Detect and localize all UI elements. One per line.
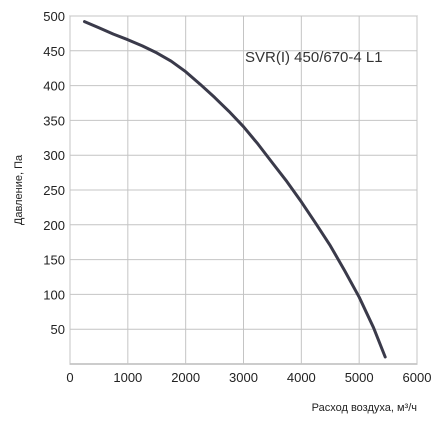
y-tick-label: 450: [43, 44, 65, 59]
series-group: [83, 20, 387, 359]
y-tick-label: 50: [51, 322, 65, 337]
x-tick-label: 3000: [229, 370, 258, 385]
y-tick-label: 300: [43, 148, 65, 163]
y-tick-label: 400: [43, 79, 65, 94]
gridlines: [69, 15, 418, 364]
x-tick-label: 4000: [287, 370, 316, 385]
y-tick-label: 500: [43, 9, 65, 24]
x-tick-label: 1000: [113, 370, 142, 385]
x-tick-label: 0: [66, 370, 73, 385]
x-tick-label: 2000: [171, 370, 200, 385]
x-tick-label: 5000: [345, 370, 374, 385]
x-tick-label: 6000: [403, 370, 432, 385]
x-tick-labels: 0 1000 2000 3000 4000 5000 6000: [66, 370, 431, 385]
y-tick-label: 350: [43, 113, 65, 128]
y-tick-labels: 50 100 150 200 250 300 350 400 450 500: [43, 9, 65, 337]
fan-curve-line: [83, 20, 387, 359]
y-tick-label: 200: [43, 218, 65, 233]
series-annotation: SVR(I) 450/670-4 L1: [245, 49, 383, 66]
y-tick-label: 250: [43, 183, 65, 198]
y-axis-title: Давление, Па: [13, 154, 25, 225]
y-tick-label: 100: [43, 287, 65, 302]
y-tick-label: 150: [43, 253, 65, 268]
x-axis-title: Расход воздуха, м³/ч: [312, 402, 417, 414]
